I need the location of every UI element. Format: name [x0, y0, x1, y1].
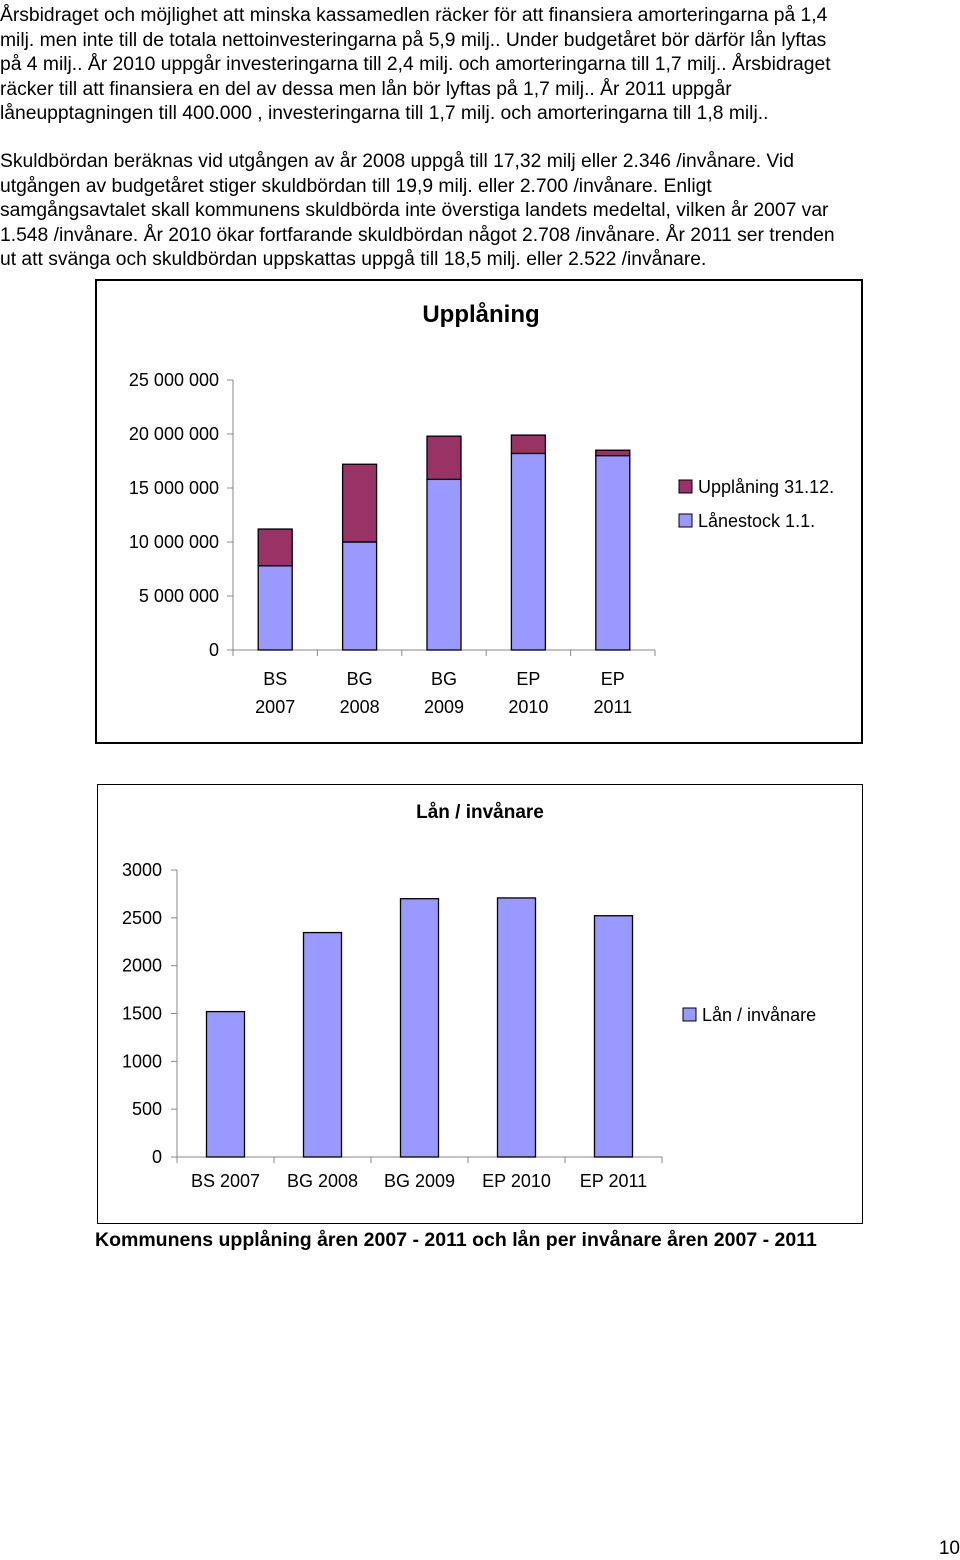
x-tick-label: 2009 — [424, 697, 464, 717]
bar-lanestock — [426, 478, 462, 651]
legend-swatch — [678, 513, 693, 528]
legend-label: Lånestock 1.1. — [698, 511, 815, 531]
legend-swatch — [682, 1007, 697, 1022]
figure-caption: Kommunens upplåning åren 2007 - 2011 och… — [95, 1229, 817, 1251]
chart-upplaning: Upplåning 0 5 000 000 10 000 000 15 000 000 2… — [95, 279, 863, 744]
y-tick-label: 5 000 000 — [139, 586, 219, 606]
paragraph-financing: Årsbidraget och möjlighet att minska kas… — [0, 4, 945, 127]
x-tick-label: BS 2007 — [191, 1171, 260, 1191]
financing-text-line: på 4 milj.. År 2010 uppgår investeringar… — [0, 54, 831, 76]
x-tick-label: 2011 — [593, 697, 632, 717]
paragraph-debt: Skuldbördan beräknas vid utgången av år … — [0, 150, 945, 273]
x-tick-label: EP — [516, 669, 540, 689]
x-tick-label: 2007 — [255, 697, 295, 717]
x-tick-label: EP 2011 — [580, 1171, 647, 1191]
bar-lanestock — [257, 565, 293, 651]
financing-text-line: räcker till att finansiera en del av des… — [0, 78, 732, 100]
chart-lan-per-invanare-svg: Lån / invånare 0 500 1000 1500 2000 2500 3000 B… — [122, 802, 816, 1191]
y-tick-label: 15 000 000 — [129, 478, 219, 498]
y-tick-label: 0 — [152, 1147, 162, 1167]
y-tick-label: 0 — [209, 640, 219, 660]
bar-upplaning — [257, 528, 293, 567]
bar-lan-per-invanare — [399, 898, 440, 1158]
bar-upplaning — [595, 449, 631, 457]
x-tick-label: EP 2010 — [482, 1171, 551, 1191]
y-tick-label: 10 000 000 — [129, 532, 219, 552]
debt-text-line: Skuldbördan beräknas vid utgången av år … — [0, 151, 794, 172]
financing-text-line: låneupptagningen till 400.000 , invester… — [0, 103, 769, 125]
debt-text-line: utgången av budgetåret stiger skuldbörda… — [0, 175, 712, 197]
y-tick-label: 1000 — [122, 1051, 162, 1071]
chart-title: Upplåning — [422, 301, 539, 328]
chart-lan-per-invanare: Lån / invånare 0 500 1000 1500 2000 2500 3000 B… — [97, 784, 863, 1224]
x-tick-label: BS — [263, 669, 287, 689]
y-tick-label: 2500 — [122, 908, 162, 928]
bar-upplaning — [426, 435, 462, 481]
financing-text-line: Årsbidraget och möjlighet att minska kas… — [0, 5, 828, 26]
y-tick-label: 500 — [132, 1099, 162, 1119]
bar-lan-per-invanare — [302, 931, 343, 1158]
legend-swatch — [678, 479, 693, 494]
bar-lan-per-invanare — [205, 1010, 246, 1158]
legend-label: Lån / invånare — [702, 1005, 816, 1025]
x-tick-label: 2010 — [508, 697, 548, 717]
y-tick-label: 3000 — [122, 860, 162, 880]
bar-lanestock — [595, 454, 631, 651]
x-tick-label: BG 2008 — [287, 1171, 358, 1191]
x-tick-label: EP — [601, 669, 625, 689]
bar-lan-per-invanare — [496, 897, 537, 1158]
debt-text-line: ut att svänga och skuldbördan uppskattas… — [0, 249, 707, 271]
bar-upplaning — [510, 434, 547, 455]
x-tick-label: BG — [347, 669, 373, 689]
y-tick-label: 25 000 000 — [129, 370, 219, 390]
y-tick-label: 2000 — [122, 956, 162, 976]
legend-label: Upplåning 31.12. — [698, 477, 834, 497]
x-tick-label: BG — [431, 669, 457, 689]
financing-text-line: milj. men inte till de totala nettoinves… — [0, 29, 827, 51]
debt-text-line: 1.548 /invånare. År 2010 ökar fortfarand… — [0, 224, 835, 246]
bar-upplaning — [341, 463, 378, 543]
y-tick-label: 1500 — [122, 1004, 162, 1024]
x-tick-label: 2008 — [340, 697, 380, 717]
bar-lanestock — [341, 541, 378, 651]
page-number: 10 — [938, 1538, 960, 1559]
debt-text-line: samgångsavtalet skall kommunens skuldbör… — [0, 200, 829, 222]
chart-title: Lån / invånare — [416, 802, 544, 823]
y-tick-label: 20 000 000 — [129, 424, 219, 444]
bar-lan-per-invanare — [593, 915, 634, 1158]
chart-upplaning-svg: Upplåning 0 5 000 000 10 000 000 15 000 000 2… — [129, 301, 834, 717]
bar-lanestock — [510, 452, 547, 651]
x-tick-label: BG 2009 — [384, 1171, 455, 1191]
